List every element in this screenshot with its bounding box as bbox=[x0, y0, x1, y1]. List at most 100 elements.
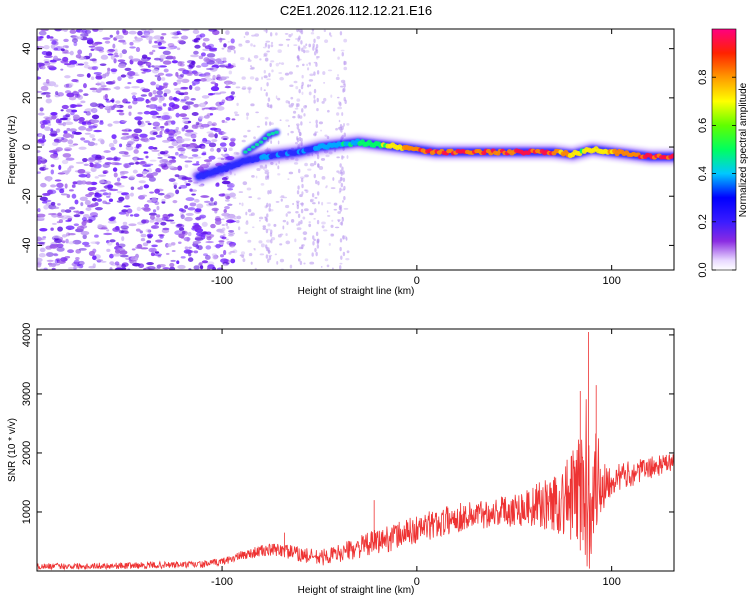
noise-speckle bbox=[177, 39, 185, 44]
noise-speckle bbox=[301, 74, 304, 79]
noise-speckle bbox=[160, 77, 166, 81]
noise-speckle bbox=[184, 205, 189, 209]
noise-speckle bbox=[136, 173, 144, 178]
noise-speckle bbox=[313, 94, 316, 99]
noise-speckle bbox=[184, 216, 193, 222]
noise-speckle bbox=[140, 161, 146, 164]
noise-speckle bbox=[42, 192, 51, 196]
noise-speckle bbox=[225, 238, 229, 241]
noise-speckle bbox=[208, 155, 216, 160]
noise-speckle bbox=[111, 134, 117, 140]
noise-speckle bbox=[265, 40, 271, 43]
noise-speckle bbox=[324, 258, 329, 262]
noise-speckle bbox=[258, 240, 263, 244]
noise-speckle bbox=[248, 89, 251, 94]
noise-speckle bbox=[227, 48, 232, 53]
noise-speckle bbox=[173, 184, 177, 190]
noise-speckle bbox=[139, 133, 148, 138]
noise-speckle bbox=[111, 105, 115, 110]
noise-speckle bbox=[172, 96, 178, 101]
noise-speckle bbox=[176, 79, 184, 83]
noise-speckle bbox=[332, 267, 334, 270]
noise-speckle bbox=[114, 86, 121, 90]
noise-speckle bbox=[114, 267, 124, 270]
noise-speckle bbox=[296, 227, 302, 231]
noise-speckle bbox=[203, 200, 211, 203]
noise-speckle bbox=[343, 96, 346, 102]
noise-speckle bbox=[199, 265, 204, 270]
noise-speckle bbox=[84, 132, 91, 135]
noise-speckle bbox=[127, 140, 135, 145]
noise-speckle bbox=[114, 48, 118, 54]
noise-speckle bbox=[142, 170, 148, 174]
noise-speckle bbox=[68, 96, 77, 101]
noise-speckle bbox=[230, 38, 235, 44]
noise-speckle bbox=[49, 59, 57, 63]
noise-speckle bbox=[110, 99, 115, 102]
noise-speckle bbox=[128, 55, 134, 60]
noise-speckle bbox=[218, 193, 226, 197]
noise-speckle bbox=[63, 63, 72, 66]
noise-speckle bbox=[108, 198, 114, 203]
noise-speckle bbox=[340, 182, 344, 188]
noise-speckle bbox=[230, 220, 237, 223]
noise-speckle bbox=[37, 45, 45, 49]
noise-speckle bbox=[41, 50, 48, 55]
spectrogram-x-ticks: -100 0 100 bbox=[211, 29, 621, 287]
noise-speckle bbox=[59, 188, 65, 194]
noise-speckle bbox=[308, 223, 312, 228]
noise-speckle bbox=[191, 154, 199, 157]
noise-speckle bbox=[61, 104, 69, 110]
noise-speckle bbox=[71, 109, 78, 113]
noise-speckle bbox=[270, 44, 274, 48]
noise-speckle bbox=[118, 229, 125, 234]
noise-speckle bbox=[179, 184, 188, 189]
noise-speckle bbox=[265, 254, 269, 259]
noise-speckle bbox=[54, 259, 59, 264]
noise-speckle bbox=[224, 76, 230, 79]
noise-speckle bbox=[299, 260, 303, 266]
noise-speckle bbox=[105, 202, 111, 205]
noise-speckle bbox=[122, 29, 127, 34]
noise-speckle bbox=[44, 126, 52, 132]
noise-speckle bbox=[71, 184, 76, 188]
noise-speckle bbox=[238, 43, 243, 46]
noise-speckle bbox=[161, 216, 169, 221]
noise-speckle bbox=[67, 139, 74, 145]
noise-speckle bbox=[139, 230, 143, 234]
noise-speckle bbox=[301, 81, 304, 87]
noise-speckle bbox=[138, 59, 145, 65]
noise-speckle bbox=[185, 129, 194, 133]
noise-speckle bbox=[299, 194, 303, 198]
noise-speckle bbox=[62, 240, 66, 244]
noise-speckle bbox=[211, 207, 219, 212]
noise-speckle bbox=[52, 235, 61, 239]
noise-speckle bbox=[320, 157, 326, 161]
noise-speckle bbox=[69, 128, 77, 132]
noise-speckle bbox=[316, 70, 320, 75]
ridge-branch-core bbox=[243, 150, 248, 154]
noise-speckle bbox=[205, 58, 212, 62]
noise-speckle bbox=[91, 108, 97, 113]
noise-speckle bbox=[155, 168, 162, 173]
noise-speckle bbox=[198, 233, 206, 238]
noise-speckle bbox=[123, 151, 129, 155]
noise-speckle bbox=[295, 103, 299, 108]
noise-speckle bbox=[295, 86, 299, 90]
noise-speckle bbox=[37, 138, 47, 143]
noise-speckle bbox=[62, 133, 72, 138]
noise-speckle bbox=[321, 225, 325, 229]
noise-speckle bbox=[343, 66, 348, 71]
noise-speckle bbox=[246, 219, 249, 223]
noise-speckle bbox=[50, 153, 58, 159]
noise-speckle bbox=[102, 73, 107, 79]
noise-speckle bbox=[116, 177, 121, 182]
noise-speckle bbox=[244, 31, 250, 36]
noise-speckle bbox=[238, 202, 241, 205]
noise-speckle bbox=[146, 240, 152, 244]
noise-speckle bbox=[43, 55, 53, 59]
noise-speckle bbox=[103, 150, 111, 153]
noise-speckle bbox=[211, 253, 217, 257]
noise-speckle bbox=[241, 76, 246, 80]
noise-speckle bbox=[152, 66, 160, 69]
